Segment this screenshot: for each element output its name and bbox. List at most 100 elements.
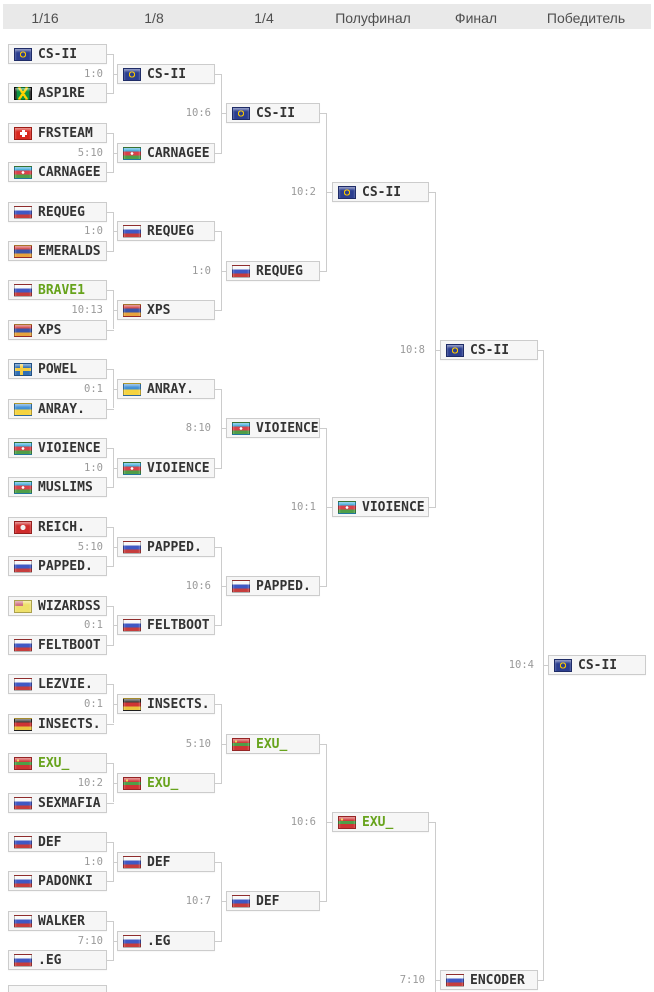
connector-line [215,310,222,311]
team-box[interactable]: .EG [117,931,215,951]
team-box[interactable]: REQUEG [226,261,320,281]
team-name: ENCODER [470,972,525,988]
connector-line [107,172,114,173]
connector-line [107,960,114,961]
team-box[interactable]: REICH. [8,517,107,537]
team-box[interactable]: FELTBOOT [117,615,215,635]
connector-line [215,547,222,548]
team-box[interactable]: REQUEG [117,221,215,241]
team-box[interactable]: DEF [226,891,320,911]
flag-russia-icon [123,618,141,632]
column-header: 1/16 [31,10,59,26]
flag-transnistria-icon [232,737,250,751]
team-box[interactable]: CS-II [332,182,429,202]
connector-line [221,231,222,310]
team-box[interactable]: PADONKI [8,871,107,891]
connector-line [113,468,117,469]
connector-line [326,192,332,193]
team-box[interactable]: CS-II [226,103,320,123]
team-box[interactable]: INSECTS. [117,694,215,714]
team-box[interactable]: ANRAY. [117,379,215,399]
team-box[interactable]: VIOIENCE [332,497,429,517]
team-box[interactable]: VIOIENCE [226,418,320,438]
team-box[interactable]: FELTBOOT [8,635,107,655]
connector-line [113,133,114,172]
team-box[interactable]: EMERALDS [8,241,107,261]
flag-russia-icon [232,264,250,278]
connector-line [107,724,114,725]
team-box[interactable]: CS-II [440,340,538,360]
team-box[interactable]: EXU_ [117,773,215,793]
flag-transnistria-icon [14,756,32,770]
team-box[interactable]: REQUEG [8,202,107,222]
connector-line [107,527,114,528]
team-box[interactable]: CS-II [8,44,107,64]
team-box[interactable]: ANRAY. [8,399,107,419]
team-box[interactable]: CARNAGEE [8,162,107,182]
connector-line [113,625,117,626]
team-box[interactable]: BRAVE1 [8,280,107,300]
connector-line [107,566,114,567]
team-name: PAPPED. [256,578,311,594]
team-box[interactable]: EXU_ [332,812,429,832]
team-box[interactable]: PAPPED. [117,537,215,557]
team-name: CS-II [256,105,296,121]
team-box[interactable]: DEF [8,832,107,852]
match-score: 10:6 [185,580,211,592]
team-box[interactable]: .EG [8,950,107,970]
team-box[interactable]: MUSLIMS [8,477,107,497]
connector-line [107,763,114,764]
connector-line [221,428,226,429]
flag-eu-icon [446,343,464,357]
team-box[interactable]: PAPPED. [8,556,107,576]
connector-line [320,271,327,272]
team-box-partial [8,985,107,992]
connector-line [429,822,436,823]
team-box[interactable]: CS-II [548,655,646,675]
team-box[interactable]: LEZVIE. [8,674,107,694]
team-name: FELTBOOT [147,617,210,633]
team-name: CS-II [147,66,187,82]
team-box[interactable]: XPS [8,320,107,340]
flag-russia-icon [14,953,32,967]
flag-eu-icon [338,185,356,199]
team-box[interactable]: WALKER [8,911,107,931]
team-name: EXU_ [38,755,70,771]
team-box[interactable]: VIOIENCE [8,438,107,458]
flag-ukraine-icon [123,382,141,396]
connector-line [113,389,117,390]
team-box[interactable]: EXU_ [8,753,107,773]
team-box[interactable]: DEF [117,852,215,872]
team-box[interactable]: INSECTS. [8,714,107,734]
column-header: Финал [454,10,498,26]
match-score: 10:2 [290,186,316,198]
team-box[interactable]: SEXMAFIA [8,793,107,813]
flag-eu-icon [14,47,32,61]
connector-line [107,921,114,922]
team-box[interactable]: WIZARDSS [8,596,107,616]
team-box[interactable]: FRSTEAM [8,123,107,143]
team-name: XPS [38,322,62,338]
team-box[interactable]: EXU_ [226,734,320,754]
connector-line [429,507,436,508]
connector-line [215,704,222,705]
team-box[interactable]: CARNAGEE [117,143,215,163]
connector-line [538,350,544,351]
connector-line [215,231,222,232]
team-box[interactable]: POWEL [8,359,107,379]
team-box[interactable]: CS-II [117,64,215,84]
team-box[interactable]: XPS [117,300,215,320]
flag-russia-icon [123,855,141,869]
connector-line [107,448,114,449]
team-box[interactable]: ASP1RE [8,83,107,103]
connector-line [113,941,117,942]
connector-line [221,271,226,272]
match-score: 5:10 [185,738,211,750]
team-name: EXU_ [147,775,179,791]
column-header: Полуфинал [335,10,411,26]
team-box[interactable]: PAPPED. [226,576,320,596]
team-box[interactable]: VIOIENCE [117,458,215,478]
connector-line [113,921,114,960]
team-name: REQUEG [256,263,303,279]
team-box[interactable]: ENCODER [440,970,538,990]
